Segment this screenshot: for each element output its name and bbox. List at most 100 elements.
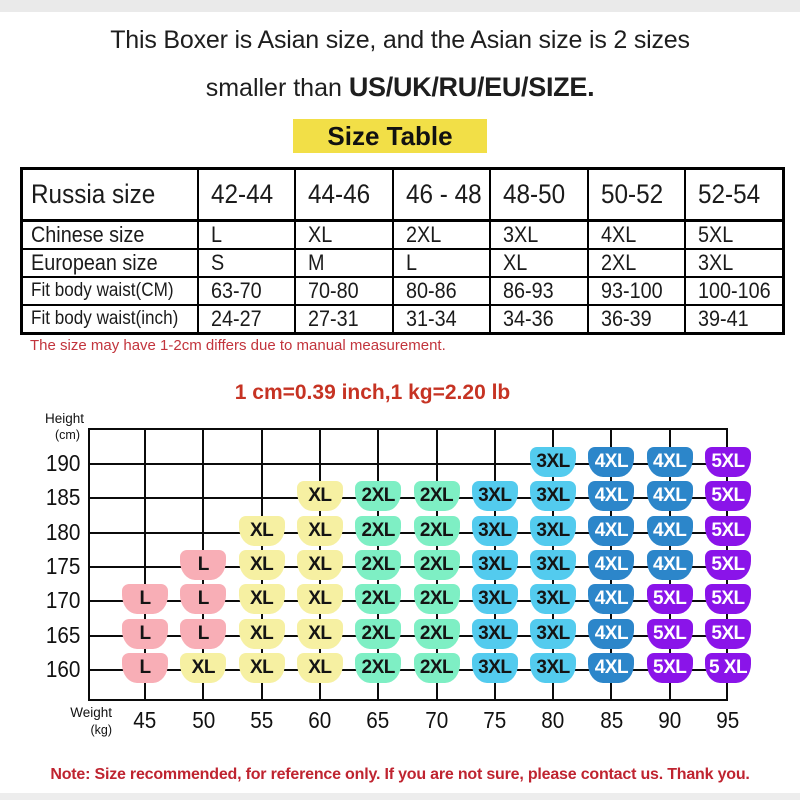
size-cell: 63-70: [196, 276, 297, 306]
size-chip-2xl: 2XL: [413, 618, 460, 649]
size-cell: L: [196, 219, 297, 250]
size-chip-5xl: 5XL: [646, 618, 693, 649]
size-cell-text: 3XL: [503, 222, 539, 247]
h-gridline: [90, 463, 726, 465]
size-chip-xl: XL: [238, 653, 285, 683]
size-cell-text: L: [210, 222, 222, 247]
size-chip-xl: XL: [296, 481, 343, 512]
table-row: European size S M L XL 2XL 3XL: [20, 248, 785, 278]
x-axis-unit: (kg): [90, 723, 112, 737]
size-chip-3xl: 3XL: [530, 653, 577, 683]
x-tick-label: 90: [641, 707, 699, 734]
y-tick-text: 165: [45, 621, 80, 648]
size-chip-l: L: [180, 618, 227, 649]
size-chip-xl: XL: [296, 550, 343, 580]
size-cell-text: 24-27: [210, 306, 262, 331]
y-tick-text: 190: [45, 450, 80, 476]
size-chip-3xl: 3XL: [471, 653, 518, 683]
x-tick-text: 65: [366, 707, 390, 733]
size-cell-text: 42-44: [210, 179, 273, 209]
size-chip-3xl: 3XL: [471, 550, 518, 580]
size-chip-2xl: 2XL: [413, 653, 460, 683]
size-cell: 42-44: [196, 167, 297, 222]
size-cell-text: 4XL: [600, 222, 637, 247]
size-cell: 34-36: [489, 304, 589, 335]
size-chip-xl: XL: [238, 515, 285, 546]
size-cell: 36-39: [586, 304, 687, 335]
heading-line1: This Boxer is Asian size, and the Asian …: [110, 26, 690, 54]
size-chip-3xl: 3XL: [530, 515, 577, 546]
row-label: Fit body waist(inch): [20, 304, 199, 335]
size-chip-2xl: 2XL: [355, 653, 402, 683]
size-chip-4xl: 4XL: [646, 481, 693, 512]
size-cell: 5XL: [684, 219, 785, 250]
x-tick-label: 95: [699, 707, 757, 734]
size-chip-3xl: 3XL: [530, 584, 577, 615]
size-cell: 2XL: [391, 219, 492, 250]
size-chip-2xl: 2XL: [413, 550, 460, 580]
y-axis-title: Height: [44, 411, 84, 426]
size-cell: 46 - 48: [391, 167, 492, 222]
size-cell: 2XL: [586, 248, 687, 278]
row-label: European size: [20, 248, 199, 278]
bottom-note: Note: Size recommended, for reference on…: [50, 766, 750, 783]
row-label: Chinese size: [20, 219, 199, 250]
y-tick-text: 180: [45, 518, 80, 545]
size-cell: 86-93: [489, 276, 589, 306]
x-tick-text: 95: [716, 707, 740, 733]
size-cell-text: 52-54: [698, 179, 761, 209]
v-gridline: [144, 430, 146, 699]
y-tick-label: 175: [16, 553, 80, 580]
size-chip-xl: XL: [296, 618, 343, 649]
size-chip-2xl: 2XL: [355, 481, 402, 512]
size-chip-l: L: [180, 550, 227, 580]
x-tick-label: 85: [582, 707, 640, 734]
size-cell-text: 39-41: [698, 306, 750, 331]
size-chip-2xl: 2XL: [413, 481, 460, 512]
size-chip-4xl: 4XL: [588, 584, 635, 615]
size-cell: 44-46: [294, 167, 394, 222]
size-chip-xl: XL: [238, 618, 285, 649]
size-cell: 24-27: [196, 304, 297, 335]
size-cell-text: 34-36: [503, 306, 554, 331]
x-tick-label: 65: [349, 707, 407, 734]
size-cell-text: M: [308, 250, 325, 275]
row-label-text: European size: [31, 250, 158, 275]
size-chip-3xl: 3XL: [471, 515, 518, 546]
size-chip-l: L: [122, 584, 168, 615]
y-axis-unit: (cm): [55, 428, 80, 442]
size-cell-text: 86-93: [503, 278, 554, 303]
table-row: Russia size 42-44 44-46 46 - 48 48-50 50-52 52…: [20, 167, 785, 222]
size-chip-3xl: 3XL: [471, 584, 518, 615]
size-chip-5xl: 5XL: [705, 550, 751, 580]
y-tick-text: 170: [45, 587, 80, 614]
table-row: Chinese size L XL 2XL 3XL 4XL 5XL: [20, 219, 785, 250]
size-chip-3xl: 3XL: [471, 481, 518, 512]
top-edge-strip: [0, 0, 800, 12]
x-tick-text: 80: [541, 707, 565, 733]
table-row: Fit body waist(CM) 63-70 70-80 80-86 86-93 93…: [20, 276, 785, 306]
table-row: Fit body waist(inch) 24-27 27-31 31-34 34-36…: [20, 304, 785, 335]
row-label: Russia size: [20, 167, 199, 222]
y-tick-text: 175: [45, 553, 80, 579]
size-chip-4xl: 4XL: [646, 550, 693, 580]
size-chip-xl: XL: [238, 584, 285, 615]
size-chip-xl: XL: [296, 515, 343, 546]
y-tick-label: 160: [16, 656, 80, 683]
size-cell-text: 50-52: [600, 179, 664, 209]
size-chip-3xl: 3XL: [530, 481, 577, 512]
size-chip-xl: XL: [180, 653, 227, 683]
row-label-text: Russia size: [31, 179, 156, 209]
size-cell: 52-54: [684, 167, 785, 222]
size-cell-text: S: [210, 250, 224, 275]
size-cell: M: [294, 248, 394, 278]
size-cell-text: 100-106: [698, 278, 772, 303]
size-chip-5xl: 5XL: [646, 584, 693, 615]
size-chip-3xl: 3XL: [471, 618, 518, 649]
size-chip-l: L: [122, 653, 168, 683]
size-chip-2xl: 2XL: [355, 618, 402, 649]
size-chip-5xl: 5XL: [646, 653, 693, 683]
size-cell: XL: [294, 219, 394, 250]
row-label-text: Chinese size: [31, 222, 145, 247]
heading-line2: smaller than US/UK/RU/EU/SIZE.: [0, 72, 800, 103]
